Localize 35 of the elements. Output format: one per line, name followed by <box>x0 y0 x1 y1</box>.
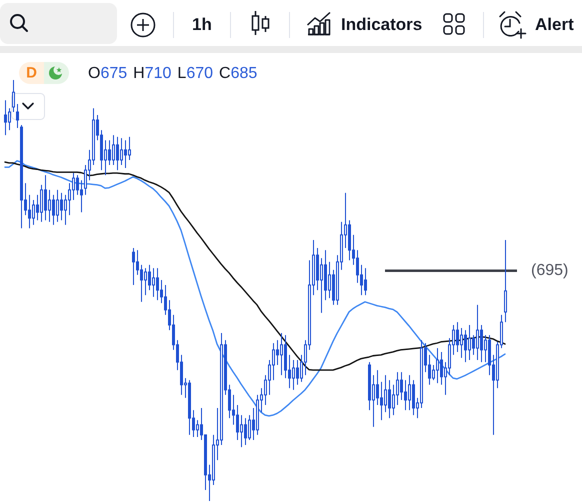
candlestick <box>12 80 15 112</box>
candlestick <box>32 199 35 226</box>
candlestick <box>16 103 19 128</box>
annotation: L670 <box>177 64 214 82</box>
candlestick <box>44 174 47 221</box>
candlestick <box>152 268 155 298</box>
candlestick <box>20 124 23 229</box>
candlestick <box>408 374 411 411</box>
text: Indicators <box>341 15 422 34</box>
candlestick <box>116 136 119 171</box>
candlestick <box>4 100 7 136</box>
candlestick <box>504 239 507 323</box>
candlestick <box>244 418 247 446</box>
annotation: D <box>26 64 38 82</box>
candlestick <box>60 192 63 221</box>
candlestick <box>436 348 439 384</box>
annotation: H710 <box>133 64 172 82</box>
candlestick <box>56 189 59 222</box>
text: (695) <box>531 262 568 280</box>
text: 1h <box>192 15 212 34</box>
candlestick <box>188 380 191 436</box>
annotation: O675 <box>88 64 128 82</box>
candlestick <box>280 332 283 376</box>
candlestick <box>476 304 479 360</box>
candlestick <box>52 194 55 226</box>
candlestick <box>468 324 471 360</box>
text: Alert <box>535 15 574 34</box>
candlestick <box>132 247 135 286</box>
candlestick <box>292 359 295 390</box>
candlestick <box>112 134 115 166</box>
candlestick <box>120 138 123 166</box>
candlestick <box>364 268 367 296</box>
candlestick <box>156 268 159 301</box>
annotation: C685 <box>219 64 258 82</box>
candlestick <box>124 140 127 168</box>
